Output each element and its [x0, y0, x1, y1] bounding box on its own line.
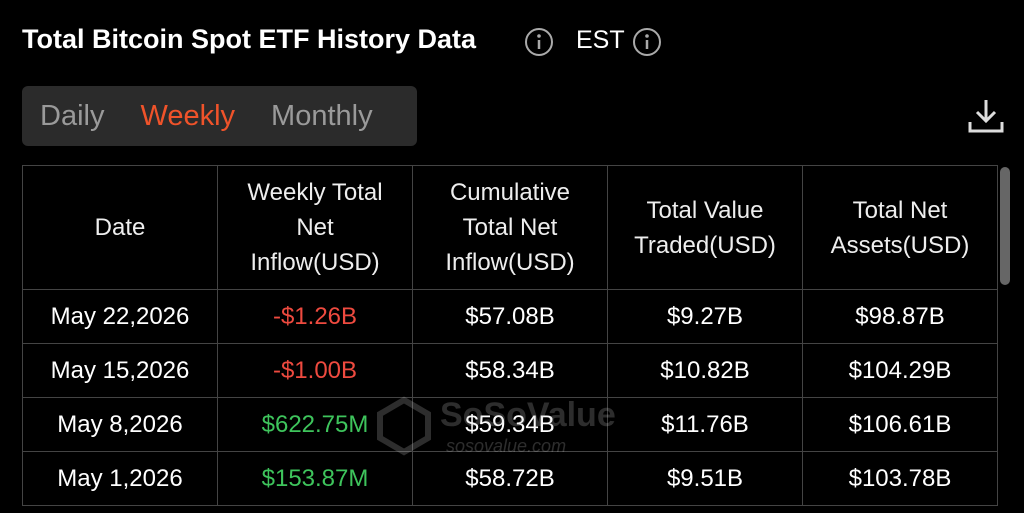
value-cell: $9.51B: [607, 451, 803, 506]
tab[interactable]: Weekly: [140, 99, 236, 132]
value-cell: $98.87B: [802, 289, 998, 344]
date-cell: May 1,2026: [22, 451, 218, 506]
value-cell: $153.87M: [217, 451, 413, 506]
value-cell: $106.61B: [802, 397, 998, 452]
download-button[interactable]: [966, 96, 1006, 136]
tab[interactable]: Monthly: [271, 99, 373, 132]
value-cell: $104.29B: [802, 343, 998, 398]
value-cell: $57.08B: [412, 289, 608, 344]
table-row: May 8,2026 $622.75M $59.34B $11.76B $106.61B: [22, 397, 998, 452]
value-cell: $59.34B: [412, 397, 608, 452]
value-cell: $58.34B: [412, 343, 608, 398]
value-cell: $10.82B: [607, 343, 803, 398]
value-cell: $622.75M: [217, 397, 413, 452]
info-icon[interactable]: [632, 27, 662, 57]
tab-bar: Daily Weekly Monthly: [22, 86, 417, 146]
value-cell: $58.72B: [412, 451, 608, 506]
tab[interactable]: Daily: [40, 99, 105, 132]
column-header: Weekly Total Net Inflow(USD): [217, 165, 413, 290]
value-cell: -$1.00B: [217, 343, 413, 398]
title: Total Bitcoin Spot ETF History Data: [22, 24, 477, 54]
column-header: Total Net Assets(USD): [802, 165, 998, 290]
table-row: May 15,2026 -$1.00B $58.34B $10.82B $104.29B: [22, 343, 998, 398]
column-header: Date: [22, 165, 218, 290]
column-header: Cumulative Total Net Inflow(USD): [412, 165, 608, 290]
value-cell: $9.27B: [607, 289, 803, 344]
date-cell: May 8,2026: [22, 397, 218, 452]
date-cell: May 15,2026: [22, 343, 218, 398]
column-header: Total Value Traded(USD): [607, 165, 803, 290]
value-cell: -$1.26B: [217, 289, 413, 344]
timezone: EST: [576, 26, 625, 54]
value-cell: $103.78B: [802, 451, 998, 506]
info-icon[interactable]: [524, 27, 554, 57]
date-cell: May 22,2026: [22, 289, 218, 344]
data-table: Date Weekly Total Net Inflow(USD) Cumulati…: [22, 165, 998, 506]
value-cell: $11.76B: [607, 397, 803, 452]
table-row: May 22,2026 -$1.26B $57.08B $9.27B $98.87B: [22, 289, 998, 344]
scrollbar[interactable]: [1000, 167, 1010, 285]
header-row: Date Weekly Total Net Inflow(USD) Cumulati…: [22, 165, 998, 290]
table-row: May 1,2026 $153.87M $58.72B $9.51B $103.78B: [22, 451, 998, 506]
